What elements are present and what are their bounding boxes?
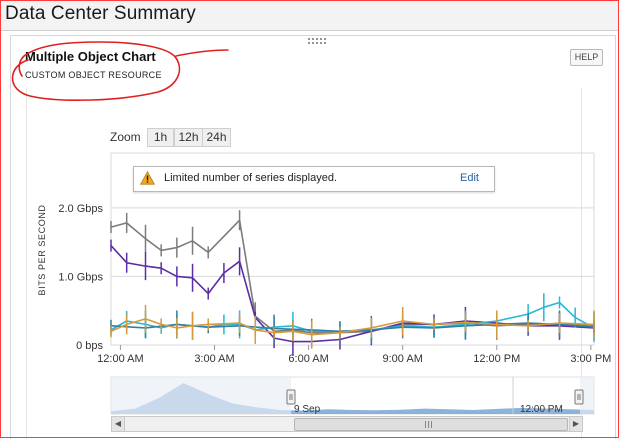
scroll-left-arrow-icon[interactable]: ◀	[112, 417, 125, 431]
x-axis-ticks: 12:00 AM 3:00 AM 6:00 AM 9:00 AM 12:00 PM 3:0…	[97, 345, 611, 365]
help-button[interactable]: HELP	[570, 49, 603, 66]
navigator-mask-left	[111, 377, 291, 414]
zoom-12h-button[interactable]: 12h	[174, 128, 203, 147]
scrollbar-grip-icon	[425, 421, 433, 428]
x-tick-label: 9:00 AM	[383, 353, 423, 365]
y-axis-ticks: 0 bps 1.0 Gbps 2.0 Gbps	[58, 203, 103, 352]
scroll-right-arrow-icon[interactable]: ▶	[569, 417, 582, 431]
warning-icon	[140, 171, 155, 185]
x-tick-label: 12:00 AM	[97, 353, 143, 365]
navigator-scrollbar[interactable]: ◀ ▶	[111, 416, 583, 432]
navigator-label-time: 12:00 PM	[520, 404, 563, 415]
x-tick-label: 3:00 PM	[570, 353, 611, 365]
x-tick-label: 12:00 PM	[473, 353, 520, 365]
y-tick-label: 2.0 Gbps	[58, 203, 103, 215]
y-tick-label: 1.0 Gbps	[58, 271, 103, 283]
navigator-mask-right	[580, 377, 594, 414]
y-tick-label: 0 bps	[76, 340, 103, 352]
navigator-handle-left[interactable]	[286, 389, 296, 405]
page-title: Data Center Summary	[5, 3, 196, 24]
chart-panel	[26, 88, 582, 438]
series-limit-notice: Limited number of series displayed. Edit	[133, 166, 495, 192]
zoom-1h-button[interactable]: 1h	[147, 128, 174, 147]
scrollbar-thumb[interactable]	[294, 418, 568, 431]
page-header: Data Center Summary	[0, 0, 619, 31]
navigator-handle-right[interactable]	[574, 389, 584, 405]
x-tick-label: 3:00 AM	[194, 353, 234, 365]
x-tick-label: 6:00 AM	[288, 353, 328, 365]
zoom-24h-button[interactable]: 24h	[202, 128, 231, 147]
notice-text: Limited number of series displayed.	[164, 172, 338, 184]
zoom-label: Zoom	[110, 130, 141, 144]
notice-edit-link[interactable]: Edit	[460, 172, 479, 184]
drag-handle-icon[interactable]	[307, 37, 327, 45]
navigator-label-date: 9 Sep	[294, 404, 321, 415]
y-axis-label: BITS PER SECOND	[37, 204, 47, 295]
series-layer	[110, 210, 595, 356]
grid-lines	[111, 207, 594, 346]
